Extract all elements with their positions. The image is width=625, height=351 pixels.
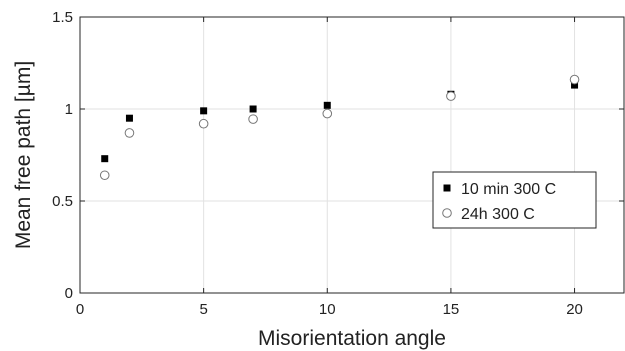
plot-area: [79, 16, 625, 294]
y-tick-label: 0: [65, 285, 73, 302]
point-10min-300c: [125, 114, 133, 122]
axis-ticks: [79, 16, 624, 294]
legend-markers: [442, 184, 452, 218]
chart-grid: [80, 17, 624, 293]
legend: 10 min 300 C 24h 300 C: [432, 171, 597, 229]
point-10min-300c: [249, 105, 257, 113]
y-tick-label: 0.5: [52, 193, 73, 210]
point-10min-300c: [571, 81, 579, 89]
point-10min-300c: [323, 101, 331, 109]
point-24h-300c: [322, 108, 333, 119]
tick-labels: 0 5 10 15 20 0 0.5 1 1.5: [52, 9, 583, 318]
legend-marker-10min: [443, 184, 451, 192]
x-tick-label: 5: [199, 301, 207, 318]
legend-box: [432, 171, 597, 229]
x-tick-label: 15: [443, 301, 460, 318]
point-10min-300c: [101, 155, 109, 163]
point-10min-300c: [200, 107, 208, 115]
y-axis-label: Mean free path [µm]: [12, 61, 35, 249]
point-24h-300c: [446, 91, 456, 101]
legend-marker-24h: [442, 208, 452, 218]
point-24h-300c: [124, 128, 135, 138]
x-tick-label: 20: [566, 301, 583, 318]
x-tick-label: 10: [319, 301, 336, 318]
x-tick-label: 0: [76, 301, 84, 318]
point-24h-300c: [99, 170, 110, 181]
y-tick-label: 1: [65, 101, 73, 118]
legend-entry-10min: 10 min 300 C: [461, 181, 556, 198]
point-24h-300c: [569, 74, 580, 85]
point-24h-300c: [248, 114, 258, 124]
x-axis-label: Misorientation angle: [258, 327, 446, 350]
point-24h-300c: [198, 118, 209, 129]
legend-entry-24h: 24h 300 C: [461, 206, 535, 223]
y-tick-label: 1.5: [52, 9, 73, 26]
data-points: [99, 74, 580, 181]
